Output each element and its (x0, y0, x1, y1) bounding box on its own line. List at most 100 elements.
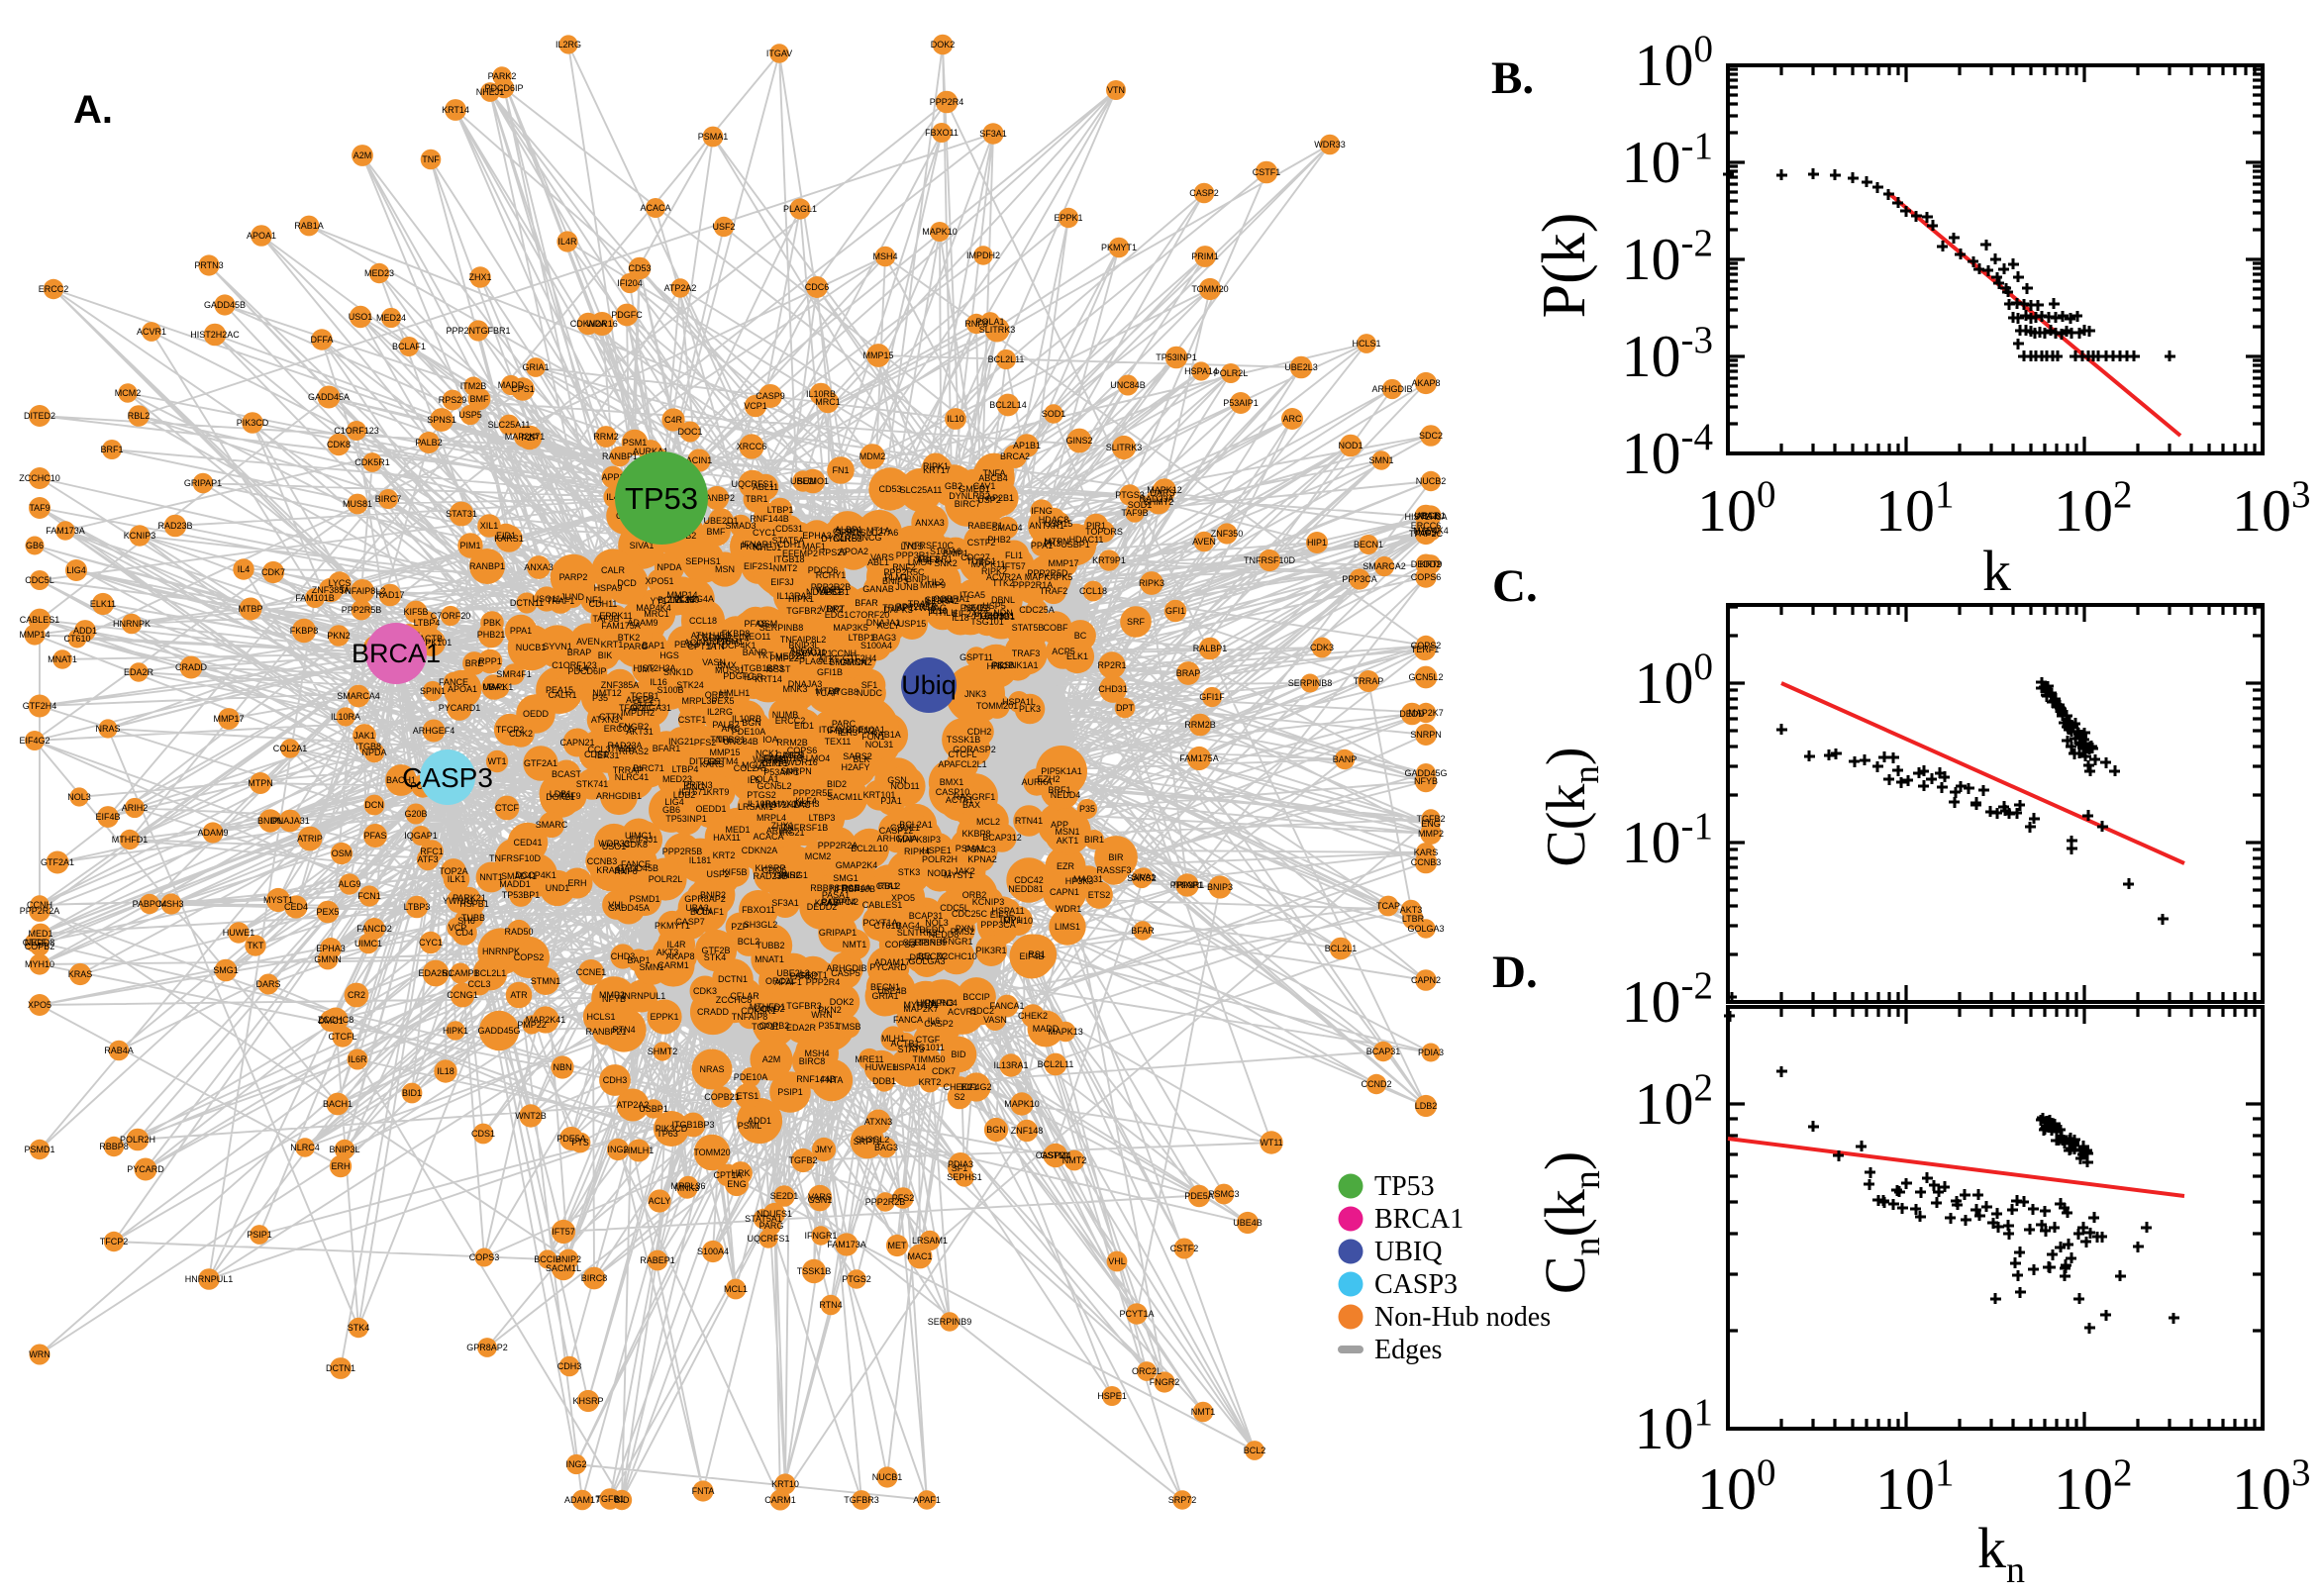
svg-text:IL10RB: IL10RB (806, 389, 836, 399)
svg-text:SH3GL2: SH3GL2 (856, 1135, 890, 1145)
svg-text:HIST2H2AC: HIST2H2AC (190, 330, 240, 340)
svg-text:MSH3: MSH3 (794, 799, 819, 809)
svg-text:PZP: PZP (521, 433, 539, 443)
svg-text:STAT5B: STAT5B (1012, 623, 1045, 633)
svg-text:TAF9B: TAF9B (1121, 508, 1148, 518)
svg-text:CASP7: CASP7 (675, 917, 705, 927)
svg-text:ALG9: ALG9 (338, 879, 360, 889)
svg-text:USP2: USP2 (977, 495, 1001, 505)
svg-text:MTBP: MTBP (238, 604, 262, 614)
svg-text:ELK11: ELK11 (90, 599, 116, 609)
svg-text:ADD1: ADD1 (748, 1116, 771, 1126)
svg-text:NFYB: NFYB (1414, 776, 1438, 786)
svg-text:MAP3K5: MAP3K5 (833, 623, 868, 633)
svg-text:IL18: IL18 (952, 613, 969, 623)
svg-text:PSMA1: PSMA1 (956, 844, 986, 853)
svg-text:DCCP4K1: DCCP4K1 (515, 870, 556, 880)
svg-text:DEDD2: DEDD2 (807, 902, 838, 912)
svg-text:EPHA3: EPHA3 (316, 944, 346, 953)
svg-text:KRT9: KRT9 (707, 787, 730, 797)
svg-text:ITGB8: ITGB8 (355, 742, 381, 751)
svg-text:IFNG: IFNG (683, 782, 705, 792)
svg-text:APAF1: APAF1 (774, 977, 802, 987)
svg-text:GFI1B: GFI1B (817, 667, 843, 677)
svg-text:RAD17: RAD17 (375, 590, 404, 600)
svg-text:D.: D. (1492, 947, 1538, 998)
svg-text:ZCCHC8: ZCCHC8 (716, 995, 753, 1005)
svg-text:CDKN2A: CDKN2A (742, 846, 778, 855)
svg-text:UBE2L3: UBE2L3 (1284, 362, 1318, 372)
svg-text:CED4: CED4 (284, 902, 308, 912)
svg-text:MMP2: MMP2 (599, 990, 625, 1000)
svg-text:MNAT1: MNAT1 (755, 954, 784, 964)
svg-text:PSIP1: PSIP1 (777, 1087, 803, 1097)
svg-text:NOD1: NOD1 (1338, 441, 1363, 450)
svg-text:NEO11: NEO11 (743, 632, 771, 642)
svg-text:NLRC41: NLRC41 (615, 772, 650, 782)
svg-text:PN2: PN2 (858, 726, 875, 736)
svg-text:PIP5K1A1: PIP5K1A1 (1041, 766, 1082, 776)
svg-text:BCLAF1: BCLAF1 (392, 342, 426, 351)
svg-text:CFLAR: CFLAR (730, 991, 759, 1001)
svg-text:SYVN1: SYVN1 (543, 642, 572, 651)
svg-text:KRT14: KRT14 (755, 674, 782, 684)
svg-text:MAPK101: MAPK101 (412, 638, 453, 648)
svg-text:ALBP1: ALBP1 (835, 525, 862, 535)
svg-text:ITGAV: ITGAV (819, 725, 845, 735)
svg-text:PRIM1: PRIM1 (716, 637, 744, 647)
svg-text:RASSF4: RASSF4 (714, 634, 749, 644)
svg-text:LTBP1: LTBP1 (767, 505, 794, 515)
svg-text:AKT1: AKT1 (1057, 836, 1079, 846)
svg-text:SHMT2: SHMT2 (1144, 497, 1174, 507)
svg-text:P53AIP1: P53AIP1 (763, 767, 799, 777)
svg-text:FAM173A: FAM173A (46, 526, 85, 536)
svg-text:I6SST: I6SST (765, 664, 791, 674)
svg-text:BCL2L1: BCL2L1 (474, 968, 507, 978)
svg-text:IL6R: IL6R (744, 672, 763, 682)
svg-text:S100A4: S100A4 (860, 641, 892, 650)
svg-text:MAP4K4: MAP4K4 (1413, 526, 1449, 536)
svg-text:ABCB1: ABCB1 (1416, 511, 1446, 521)
svg-text:YY1: YY1 (650, 596, 666, 606)
svg-text:GFI1F: GFI1F (1199, 692, 1225, 702)
svg-text:DOK2: DOK2 (830, 997, 855, 1007)
svg-text:CRADD: CRADD (175, 662, 208, 672)
svg-text:BAG3: BAG3 (874, 1143, 898, 1152)
svg-text:BCL2L11: BCL2L11 (988, 354, 1025, 364)
svg-text:PPP2R4: PPP2R4 (806, 977, 841, 987)
svg-text:TGFBR3: TGFBR3 (786, 1001, 822, 1011)
svg-text:BAX: BAX (962, 800, 980, 810)
svg-text:ACIN1: ACIN1 (686, 455, 713, 465)
svg-text:LTBP1: LTBP1 (849, 633, 875, 643)
svg-text:PARK2: PARK2 (488, 71, 517, 81)
svg-text:COPB21: COPB21 (704, 1092, 740, 1102)
svg-text:P351: P351 (818, 1021, 839, 1031)
svg-text:TUBB2: TUBB2 (756, 941, 784, 950)
svg-text:BCL2L1: BCL2L1 (1325, 944, 1358, 953)
svg-text:NMT2: NMT2 (1062, 1155, 1087, 1165)
svg-text:MTHFD1: MTHFD1 (112, 835, 149, 845)
svg-text:CDH1: CDH1 (777, 540, 802, 549)
svg-text:EPPK11: EPPK11 (599, 611, 632, 621)
svg-text:BGN: BGN (986, 1125, 1006, 1135)
svg-text:HSPE1: HSPE1 (922, 846, 952, 855)
svg-text:TSG1011: TSG1011 (907, 1043, 945, 1052)
svg-text:ZNF385A: ZNF385A (601, 680, 640, 690)
svg-text:ENG: ENG (727, 1179, 747, 1189)
svg-text:CD53: CD53 (628, 263, 651, 273)
svg-text:GOLGA3: GOLGA3 (908, 956, 945, 966)
svg-text:IFNGR1: IFNGR1 (804, 1231, 837, 1241)
svg-text:SCAMP1: SCAMP1 (442, 968, 478, 978)
svg-text:DOC1: DOC1 (677, 427, 702, 437)
svg-text:TCAP: TCAP (1376, 901, 1400, 911)
svg-text:IL10: IL10 (947, 414, 964, 424)
svg-text:DBNL: DBNL (991, 595, 1015, 605)
svg-text:RTN41: RTN41 (1015, 816, 1043, 826)
svg-text:MSN: MSN (715, 564, 735, 574)
svg-text:WRN: WRN (811, 1010, 833, 1020)
svg-text:SMAD3: SMAD3 (725, 521, 756, 531)
svg-text:H2AFY: H2AFY (841, 762, 869, 772)
svg-text:KRT2: KRT2 (919, 1077, 942, 1087)
svg-text:BIR1: BIR1 (1084, 835, 1104, 845)
svg-text:DAPK3: DAPK3 (883, 605, 913, 615)
